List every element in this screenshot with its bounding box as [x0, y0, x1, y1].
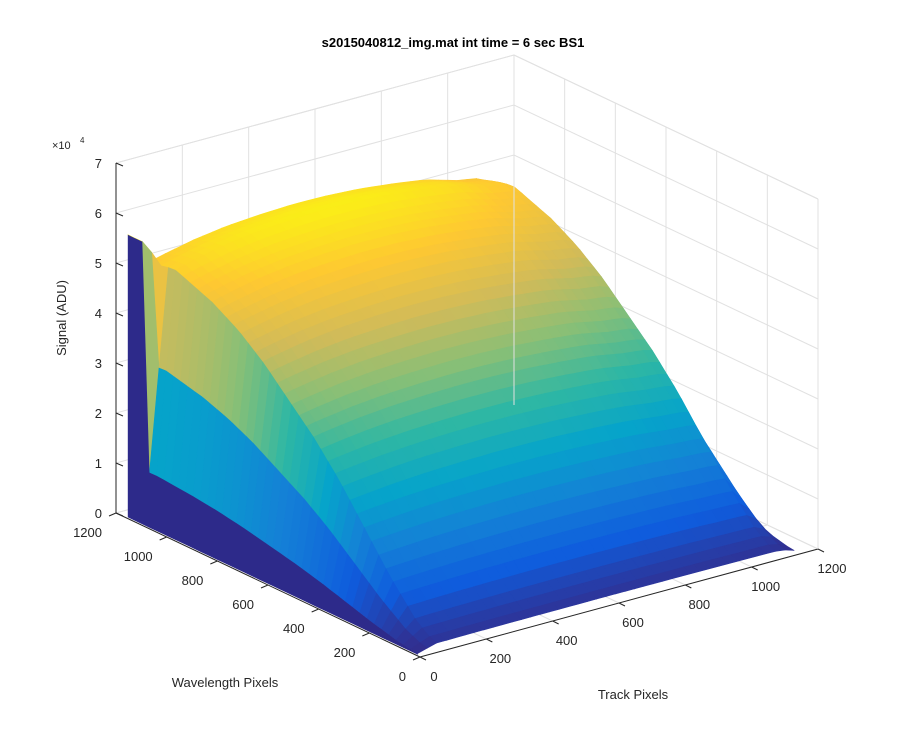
- y-tick-label-1: 200: [334, 645, 356, 660]
- z-tick-0: [115, 512, 124, 517]
- z-tick-5: [115, 262, 124, 267]
- y-tick-3: [260, 584, 269, 589]
- svg-text:4: 4: [80, 136, 85, 145]
- z-tick-label-4: 4: [95, 306, 102, 321]
- y-tick-label-4: 800: [182, 573, 204, 588]
- surface-mesh: [127, 178, 795, 655]
- x-tick-2: [552, 620, 559, 625]
- x-tick-label-5: 1000: [751, 579, 780, 594]
- z-tick-label-1: 1: [95, 456, 102, 471]
- y-tick-1: [362, 632, 370, 637]
- x-tick-label-3: 600: [622, 615, 644, 630]
- svg-text:×10: ×10: [52, 140, 71, 152]
- axis-edge-3: [115, 54, 515, 164]
- y-tick-label-0: 0: [399, 669, 406, 684]
- z-tick-2: [115, 412, 124, 417]
- z-tick-label-6: 6: [95, 206, 102, 221]
- z-tick-6: [115, 212, 124, 217]
- z-tick-7: [115, 162, 124, 167]
- x-tick-label-1: 200: [489, 651, 511, 666]
- y-tick-label-3: 600: [232, 597, 254, 612]
- z-tick-label-3: 3: [95, 356, 102, 371]
- axis-edge-4: [513, 54, 819, 200]
- x-tick-label-4: 800: [688, 597, 710, 612]
- x-tick-3: [618, 602, 626, 607]
- chart-title: s2015040812_img.mat int time = 6 sec BS1: [322, 35, 585, 50]
- surface-front-curtain: [127, 234, 418, 655]
- z-tick-label-2: 2: [95, 406, 102, 421]
- z-tick-label-0: 0: [95, 506, 102, 521]
- x-tick-6: [817, 548, 825, 553]
- z-tick-4: [115, 312, 124, 317]
- y-tick-label-6: 1200: [73, 525, 102, 540]
- y-tick-0: [412, 656, 421, 661]
- tick-labels: 0200400600800100012000200400600800100012…: [73, 156, 846, 684]
- y-tick-5: [159, 536, 167, 541]
- z-exponent-label: ×10 4: [52, 136, 85, 152]
- x-tick-5: [751, 566, 758, 571]
- z-tick-3: [115, 362, 124, 367]
- x-tick-4: [685, 584, 692, 589]
- grid-wall-z-7: [115, 54, 819, 200]
- x-axis-title: Track Pixels: [598, 687, 669, 702]
- y-tick-6: [108, 512, 117, 517]
- x-tick-1: [486, 638, 493, 643]
- y-tick-4: [210, 560, 218, 565]
- y-axis-title: Wavelength Pixels: [172, 675, 279, 690]
- x-tick-label-0: 0: [430, 669, 437, 684]
- x-tick-label-2: 400: [556, 633, 578, 648]
- x-tick-0: [419, 656, 427, 661]
- z-axis-title: Signal (ADU): [54, 280, 69, 356]
- y-tick-label-2: 400: [283, 621, 305, 636]
- y-tick-label-5: 1000: [124, 549, 153, 564]
- z-tick-label-5: 5: [95, 256, 102, 271]
- axes-box: [108, 54, 825, 661]
- z-tick-label-7: 7: [95, 156, 102, 171]
- surface-patch-1599: [410, 642, 428, 654]
- y-tick-2: [311, 608, 319, 613]
- x-tick-label-6: 1200: [818, 561, 847, 576]
- z-tick-1: [115, 462, 124, 467]
